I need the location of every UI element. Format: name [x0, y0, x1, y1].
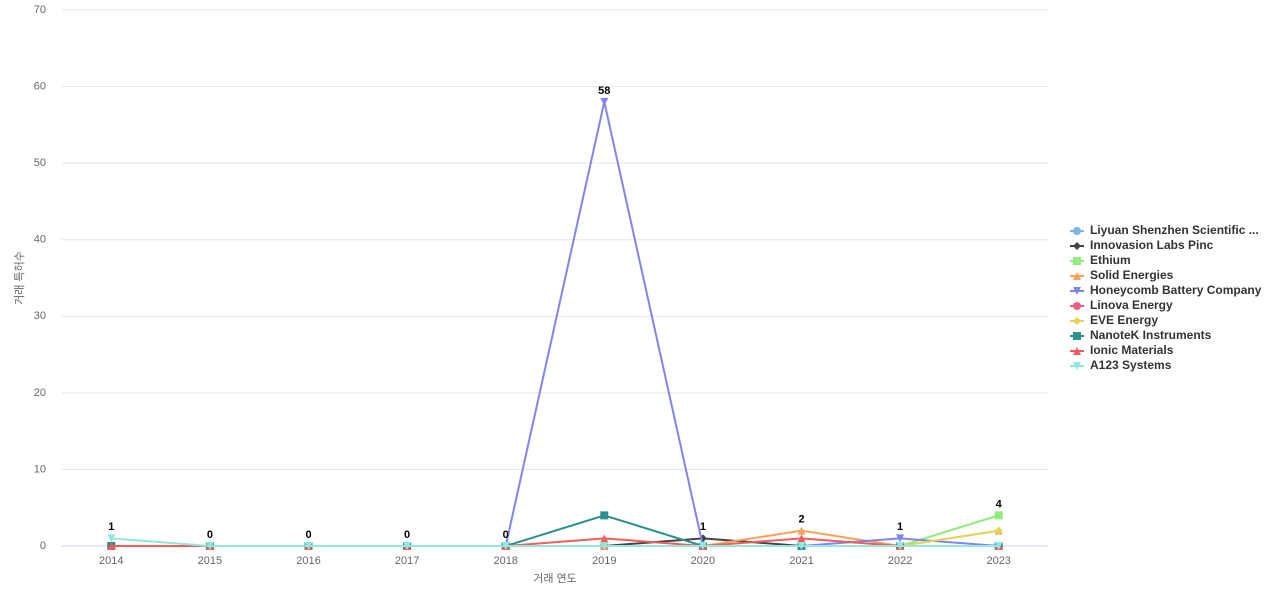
y-tick-label: 10	[34, 463, 46, 475]
data-label: 1	[108, 521, 114, 533]
point	[896, 542, 905, 550]
y-tick-label: 0	[40, 540, 46, 552]
data-label: 0	[404, 529, 410, 541]
x-tick-label: 2017	[395, 555, 419, 567]
x-tick-label: 2020	[691, 555, 715, 567]
x-tick-label: 2019	[592, 555, 616, 567]
legend-label: Innovasion Labs Pinc	[1090, 238, 1214, 252]
point	[600, 534, 609, 543]
y-tick-label: 30	[34, 310, 46, 322]
point	[1073, 332, 1081, 340]
line	[111, 537, 999, 548]
point	[501, 542, 510, 550]
point	[205, 542, 214, 550]
data-label: 0	[503, 529, 509, 541]
y-tick-label: 60	[34, 80, 46, 92]
point	[994, 542, 1003, 550]
legend-label: NanoteK Instruments	[1090, 328, 1212, 342]
x-tick-label: 2015	[198, 555, 222, 567]
point	[600, 97, 609, 106]
point	[1073, 242, 1081, 250]
point	[107, 534, 116, 543]
y-axis-title: 거래 특허수	[13, 251, 26, 305]
y-tick-label: 40	[34, 234, 46, 246]
point	[1073, 287, 1081, 295]
x-tick-label: 2018	[493, 555, 517, 567]
x-tick-label: 2021	[789, 555, 813, 567]
point	[1073, 272, 1081, 280]
point	[304, 542, 313, 550]
line	[111, 537, 999, 547]
point	[797, 534, 806, 543]
series	[107, 97, 1003, 550]
data-label: 0	[207, 529, 213, 541]
y-tick-label: 50	[34, 157, 46, 169]
point	[600, 542, 609, 550]
data-label: 4	[996, 498, 1003, 510]
point	[797, 542, 806, 550]
point	[896, 534, 905, 543]
legend-label: EVE Energy	[1090, 313, 1158, 327]
line	[111, 101, 999, 547]
point	[403, 542, 412, 550]
data-label: 1	[897, 521, 903, 533]
data-label: 58	[598, 85, 610, 97]
legend-label: Linova Energy	[1090, 298, 1173, 312]
legend-label: Ionic Materials	[1090, 343, 1174, 357]
point	[1073, 347, 1081, 355]
point	[1073, 302, 1081, 310]
x-tick-label: 2014	[99, 555, 123, 567]
point	[107, 542, 116, 550]
series	[107, 534, 1003, 550]
point	[698, 542, 707, 550]
point	[994, 511, 1003, 520]
legend-label: Honeycomb Battery Company	[1090, 283, 1262, 297]
data-label: 2	[798, 514, 804, 526]
point	[797, 526, 806, 535]
legend-label: Solid Energies	[1090, 268, 1174, 282]
x-tick-label: 2022	[888, 555, 912, 567]
point	[1073, 317, 1081, 325]
legend-label: A123 Systems	[1090, 358, 1172, 372]
point	[1073, 362, 1081, 370]
data-label: 1	[700, 521, 706, 533]
point	[994, 526, 1003, 535]
point	[1073, 257, 1081, 265]
y-tick-label: 70	[34, 4, 46, 16]
legend-label: Ethium	[1090, 253, 1131, 267]
point	[1073, 227, 1081, 235]
x-tick-label: 2016	[296, 555, 320, 567]
x-axis-title: 거래 연도	[533, 572, 577, 585]
point	[600, 511, 609, 520]
y-tick-label: 20	[34, 387, 46, 399]
data-label: 0	[305, 529, 311, 541]
series	[107, 534, 1003, 550]
x-tick-label: 2023	[986, 555, 1010, 567]
legend-label: Liyuan Shenzhen Scientific ...	[1090, 223, 1259, 237]
